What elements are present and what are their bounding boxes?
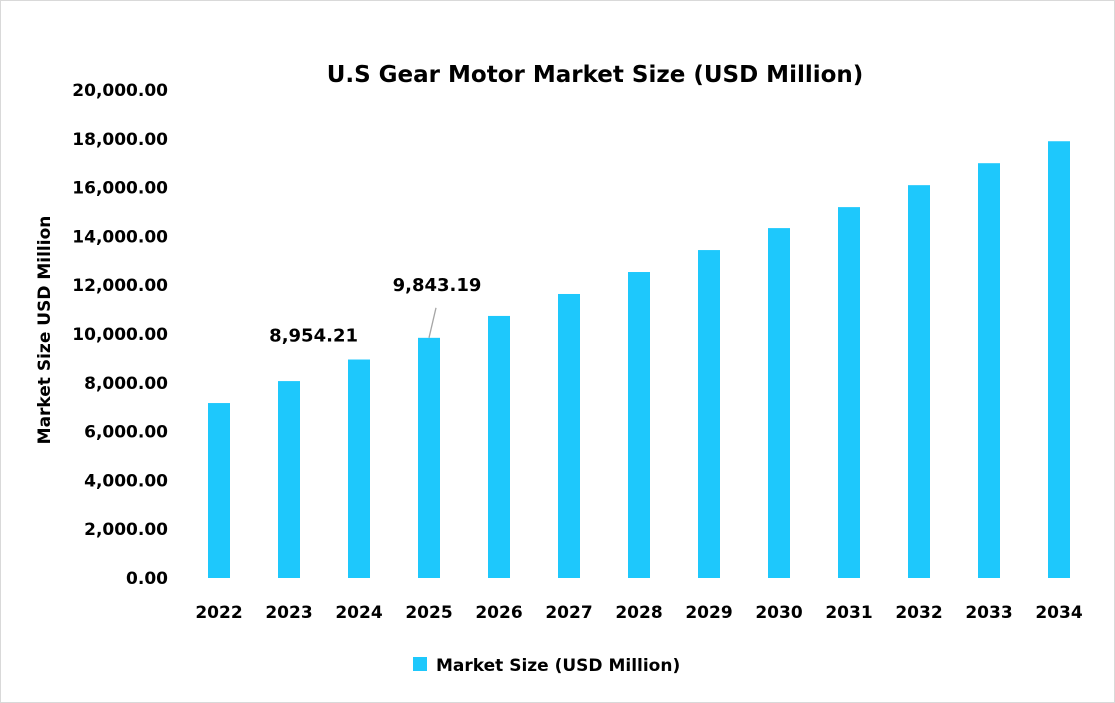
x-tick-label: 2031 [825, 603, 872, 623]
x-tick-label: 2029 [685, 603, 732, 623]
data-label-leader-line [428, 307, 437, 338]
bar-2033 [978, 163, 1000, 578]
bar-2032 [908, 185, 930, 578]
x-tick-label: 2025 [405, 603, 452, 623]
legend-label: Market Size (USD Million) [436, 656, 680, 676]
legend-swatch [413, 657, 427, 671]
x-tick-label: 2024 [335, 603, 382, 623]
data-label: 9,843.19 [393, 275, 482, 296]
bar-2025 [418, 337, 440, 578]
legend: Market Size (USD Million) [413, 656, 680, 676]
y-tick-label: 4,000.00 [84, 471, 168, 491]
bar-2031 [838, 207, 860, 578]
x-tick-label: 2033 [965, 603, 1012, 623]
y-tick-label: 10,000.00 [72, 325, 168, 345]
y-tick-label: 8,000.00 [84, 374, 168, 394]
y-tick-label: 12,000.00 [72, 276, 168, 296]
bar-2023 [278, 381, 300, 578]
bar-2026 [488, 315, 510, 578]
x-tick-label: 2030 [755, 603, 802, 623]
x-tick-label: 2026 [475, 603, 522, 623]
y-tick-label: 6,000.00 [84, 423, 168, 443]
x-tick-label: 2023 [265, 603, 312, 623]
bar-2030 [768, 228, 790, 578]
bar-2029 [698, 250, 720, 578]
y-axis-label: Market Size USD Million [35, 216, 55, 445]
x-tick-label: 2027 [545, 603, 592, 623]
x-tick-label: 2032 [895, 603, 942, 623]
chart-title: U.S Gear Motor Market Size (USD Million) [327, 62, 864, 88]
y-tick-label: 18,000.00 [72, 130, 168, 150]
bar-2028 [628, 272, 650, 578]
bar-2027 [558, 293, 580, 578]
y-tick-label: 20,000.00 [72, 81, 168, 101]
bar-2024 [348, 359, 370, 578]
data-label: 8,954.21 [269, 326, 358, 347]
y-tick-label: 16,000.00 [72, 179, 168, 199]
y-tick-label: 14,000.00 [72, 227, 168, 247]
bar-2022 [208, 403, 230, 578]
bar-2034 [1048, 141, 1070, 579]
y-tick-label: 2,000.00 [84, 520, 168, 540]
x-tick-label: 2028 [615, 603, 662, 623]
x-tick-label: 2022 [195, 603, 242, 623]
y-tick-label: 0.00 [126, 569, 168, 589]
x-tick-label: 2034 [1035, 603, 1082, 623]
